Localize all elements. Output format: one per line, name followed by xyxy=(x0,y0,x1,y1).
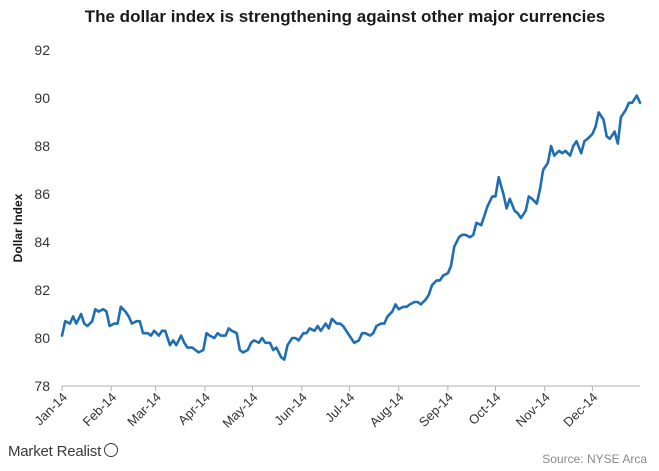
x-tick-label: Jul-14 xyxy=(322,390,358,426)
y-tick-label: 90 xyxy=(34,90,50,106)
y-axis-label: Dollar Index xyxy=(11,193,25,262)
y-axis-ticks: 78 80 82 84 86 88 90 92 xyxy=(34,42,50,394)
x-tick-label: Aug-14 xyxy=(367,390,407,430)
x-tick-label: Sep-14 xyxy=(416,390,456,430)
y-tick-label: 78 xyxy=(34,378,50,394)
brand-logo: Market Realist xyxy=(8,442,119,460)
y-tick-label: 86 xyxy=(34,186,50,202)
y-tick-label: 92 xyxy=(34,42,50,58)
x-tick-label: Jan-14 xyxy=(31,390,70,429)
y-tick-label: 80 xyxy=(34,330,50,346)
x-tick-label: Nov-14 xyxy=(513,390,553,430)
y-axis-label-group: Dollar Index xyxy=(11,193,25,262)
x-tick-label: Apr-14 xyxy=(175,390,213,428)
series-layer xyxy=(60,94,642,361)
x-tick-label: May-14 xyxy=(219,390,260,431)
magnifier-icon xyxy=(104,443,119,457)
x-tick-label: Dec-14 xyxy=(560,390,600,430)
source-note: Source: NYSE Arca xyxy=(542,452,647,466)
y-tick-label: 88 xyxy=(34,138,50,154)
x-tick-label: Oct-14 xyxy=(465,390,503,428)
x-tick-label: Mar-14 xyxy=(124,390,164,430)
chart-title: The dollar index is strengthening agains… xyxy=(84,7,606,26)
series-line-0 xyxy=(60,94,642,361)
brand-name: Market Realist xyxy=(8,443,102,460)
y-tick-label: 82 xyxy=(34,282,50,298)
x-tick-label: Jun-14 xyxy=(271,390,310,429)
x-axis-ticks: Jan-14 Feb-14 Mar-14 Apr-14 May-14 Jun-14 Jul-… xyxy=(31,386,600,431)
x-tick-label: Feb-14 xyxy=(80,390,120,430)
y-tick-label: 84 xyxy=(34,234,50,250)
